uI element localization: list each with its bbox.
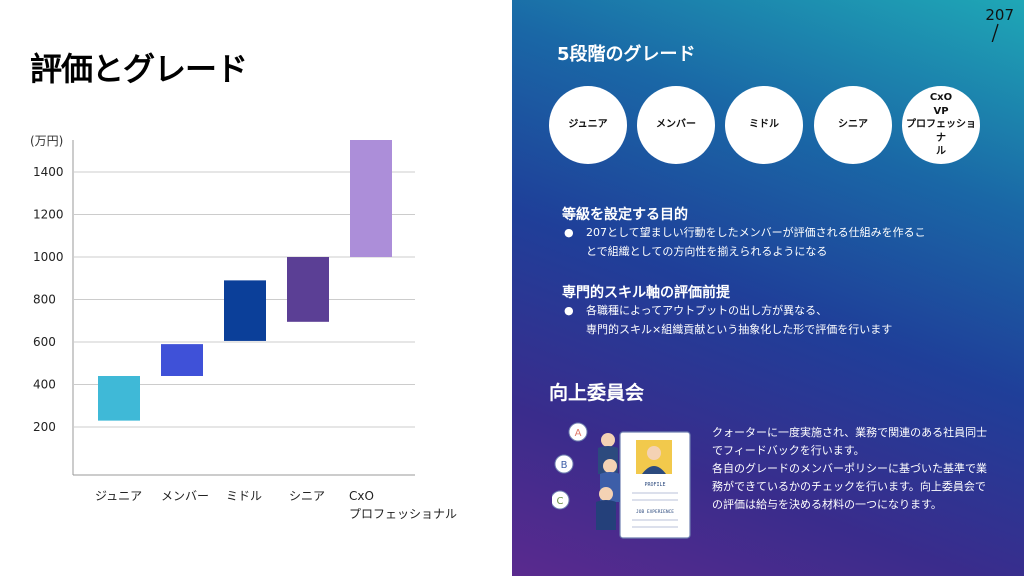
purpose-text: 207として望ましい行動をしたメンバーが評価される仕組みを作ることで組織としての… — [586, 226, 926, 258]
logo-icon — [991, 23, 999, 42]
bar-2 — [224, 280, 266, 341]
y-tick-label: 1200 — [33, 208, 64, 222]
y-tick-label: 200 — [33, 420, 56, 434]
feedback-illustration-icon: PROFILE JOB EXPERIENCE A B C — [552, 422, 691, 539]
y-tick-label: 400 — [33, 378, 56, 392]
y-tick-label: 1000 — [33, 250, 64, 264]
y-tick-label: 600 — [33, 335, 56, 349]
premise-bullet: ● 各職種によってアウトプットの出し方が異なる、 専門的スキル×組織貢献という抽… — [564, 301, 926, 339]
committee-text: クォーターに一度実施され、業務で関連のある社員同士でフィードバックを行います。 … — [712, 426, 988, 511]
x-category-label: ジュニア — [95, 489, 142, 503]
grades-title: 5段階のグレード — [557, 44, 696, 65]
grade-circle-junior: ジュニア — [549, 86, 627, 164]
y-tick-label: 1400 — [33, 165, 64, 179]
bullet-dot: ● — [564, 226, 574, 239]
x-category-label: ミドル — [226, 489, 262, 503]
committee-title: 向上委員会 — [549, 382, 645, 404]
illus-label-b: B — [561, 460, 568, 471]
bar-1 — [161, 344, 203, 376]
doc-label-profile: PROFILE — [644, 482, 665, 488]
purpose-heading: 等級を設定する目的 — [562, 207, 688, 223]
bar-4 — [350, 140, 392, 257]
x-category-label: メンバー — [161, 489, 209, 503]
grade-label: メンバー — [656, 119, 696, 131]
purpose-bullet: ● 207として望ましい行動をしたメンバーが評価される仕組みを作ることで組織とし… — [564, 223, 926, 261]
illus-label-a: A — [575, 428, 582, 439]
premise-text: 各職種によってアウトプットの出し方が異なる、 専門的スキル×組織貢献という抽象化… — [586, 304, 893, 336]
grade-circle-middle: ミドル — [725, 86, 803, 164]
right-panel: 207 5段階のグレード ジュニア メンバー ミドル シニア CxO VP プロ… — [512, 0, 1024, 576]
premise-heading: 専門的スキル軸の評価前提 — [562, 285, 730, 301]
grade-circle-member: メンバー — [637, 86, 715, 164]
grade-label: CxO VP プロフェッショナ ル — [906, 92, 976, 158]
grade-label: ジュニア — [568, 119, 608, 131]
grade-label: ミドル — [749, 119, 779, 131]
grade-label: シニア — [838, 119, 868, 131]
doc-label-job: JOB EXPERIENCE — [636, 509, 674, 515]
x-category-label: シニア — [289, 489, 325, 503]
grade-salary-chart: (万円) 200 400 600 800 1000 1200 1400 ジュニア メンバー ミドル シ… — [30, 134, 457, 521]
grade-circle-cxo: CxO VP プロフェッショナ ル — [902, 86, 980, 164]
bullet-dot: ● — [564, 304, 574, 317]
grade-circle-senior: シニア — [814, 86, 892, 164]
y-tick-label: 800 — [33, 293, 56, 307]
bar-3 — [287, 257, 329, 322]
y-unit-label: (万円) — [30, 134, 63, 148]
logo-text: 207 — [985, 6, 1014, 24]
x-category-label: CxO プロフェッショナル — [349, 489, 457, 521]
bar-0 — [98, 376, 140, 421]
illus-label-c: C — [557, 496, 564, 507]
left-panel: 評価とグレード (万円) 200 400 600 800 1000 1200 1400 ジュニア… — [30, 50, 458, 521]
page-title: 評価とグレード — [30, 50, 248, 88]
